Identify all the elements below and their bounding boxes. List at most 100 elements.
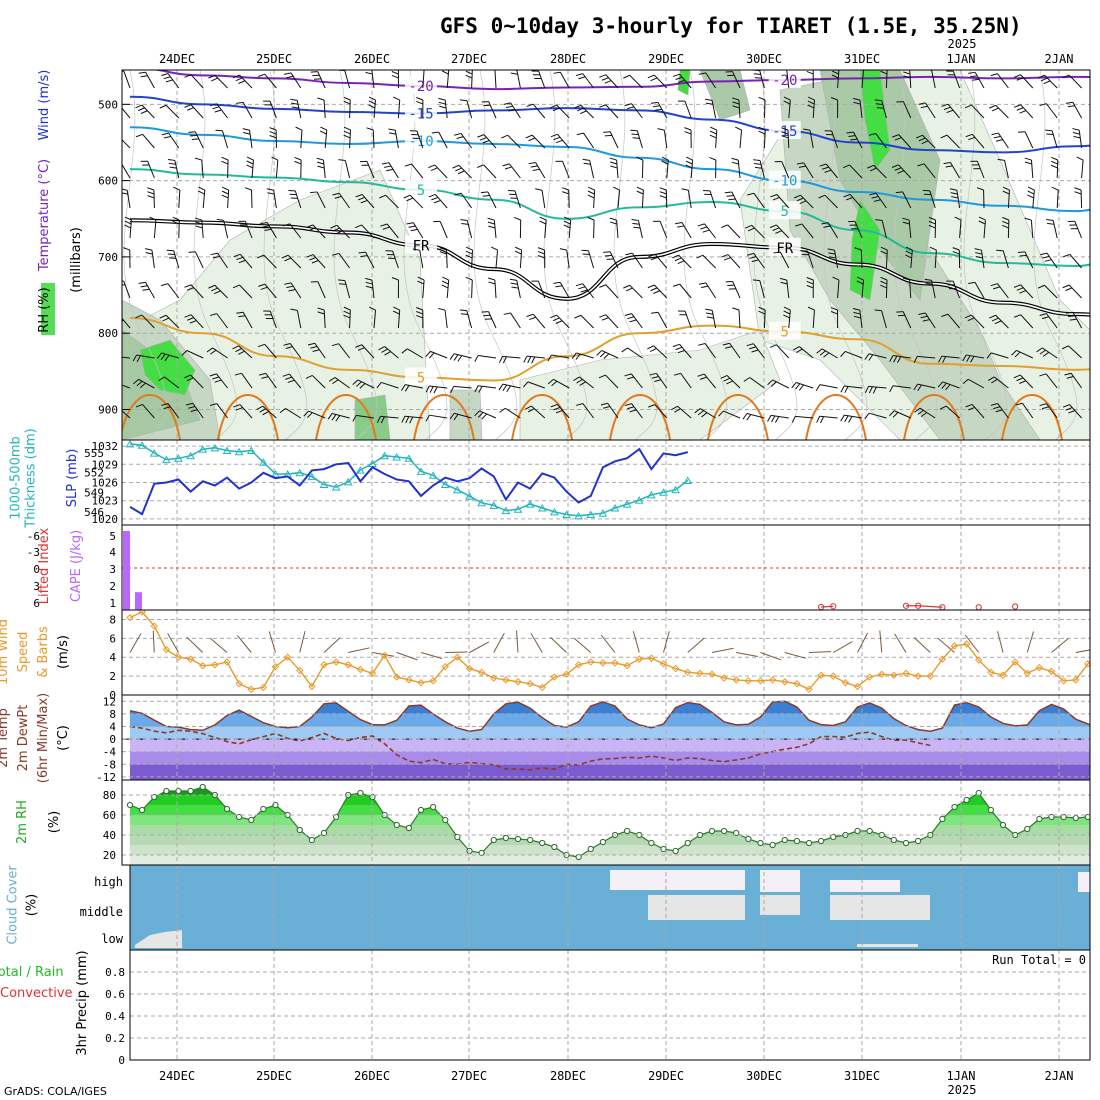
wind-barb-staff: [974, 282, 985, 299]
rh-point: [430, 803, 437, 811]
wind-barb-flag: [672, 283, 680, 287]
wind-barb-staff: [931, 70, 936, 89]
wind-barb-flag: [553, 71, 561, 74]
wind-barb-staff: [323, 160, 326, 179]
wind-barb-staff: [165, 104, 180, 119]
wind-barb-flag: [772, 196, 780, 201]
wind-barb-flag: [368, 96, 376, 101]
wind-barb-flag: [386, 168, 394, 172]
temp-tick-label: 8: [109, 708, 116, 721]
thickness-tick-label: 546: [84, 506, 104, 519]
slp-tick-label: 1026: [92, 477, 119, 490]
wind-barb-flag: [661, 156, 669, 161]
wind-barb-staff: [665, 189, 668, 209]
thickness-point: [513, 505, 523, 513]
wind-barb-staff: [168, 132, 180, 149]
wind-barb-flag: [291, 102, 299, 105]
wind-barb-flag: [659, 187, 667, 191]
wind-barb-flag: [320, 126, 327, 131]
wind-barb-flag: [951, 196, 959, 199]
bottom-day-label: 27DEC: [451, 1069, 487, 1083]
panel-label-group: Temperature (°C): [37, 159, 52, 272]
wind-barb-flag: [974, 248, 982, 251]
wind-barb-flag: [235, 348, 242, 353]
wind-barb-flag: [559, 248, 567, 251]
wind-barb-staff: [909, 280, 912, 299]
rh-shading-area: [699, 70, 751, 121]
wind-barb-flag: [966, 355, 971, 362]
wind-barb-flag: [819, 163, 827, 167]
wind-barb-flag: [576, 132, 584, 136]
wind-barb-flag: [184, 104, 192, 108]
wind-speed-point: [477, 668, 486, 677]
wind-barb-staff: [861, 70, 865, 89]
wind-barb-staff: [997, 283, 1009, 299]
rh-legend-swatch: [41, 283, 55, 335]
rh-point: [478, 849, 485, 857]
wind-barb-staff: [950, 162, 961, 179]
wind-barb-staff: [510, 102, 521, 119]
wind-speed-point: [211, 661, 219, 669]
wind-barb-staff: [929, 190, 936, 209]
wind-barb-flag: [1074, 187, 1082, 191]
wind-barb-flag: [718, 410, 724, 417]
wind-barb-flag: [1076, 156, 1084, 161]
upper-air-plot: -20-20-20-15-15-15-10-10-10555FRFRFR555: [122, 70, 1090, 440]
wind-barb-flag: [843, 193, 851, 198]
wind-barb-flag: [294, 156, 302, 161]
wind-barb-flag: [657, 128, 665, 131]
wind-barb-staff: [931, 280, 936, 299]
wind-barb-flag: [1065, 287, 1073, 292]
wind-barb-flag: [993, 406, 1001, 410]
wind-barb-flag: [625, 287, 633, 292]
wind-barb-staff: [371, 280, 375, 299]
wind-barb-flag: [474, 355, 479, 362]
wind-barb-staff: [798, 346, 814, 359]
wind-barb-flag: [803, 128, 811, 131]
wind-barb-staff: [438, 131, 448, 149]
wind-barb-staff: [502, 383, 521, 389]
wind-barb-flag: [461, 222, 469, 225]
wind-barb-flag: [627, 406, 635, 410]
wind-barb-flag: [282, 373, 290, 377]
wind-barb-flag: [488, 277, 496, 281]
wind-barb-staff: [349, 129, 351, 149]
wind-barb-flag: [941, 103, 949, 107]
panel-label-group: 2m RH (%): [15, 800, 62, 844]
wind-barb-flag: [699, 376, 707, 380]
wind-barb-flag: [238, 315, 246, 318]
thickness-point: [550, 507, 559, 516]
wind-barb-staff: [881, 310, 887, 329]
wind-speed-point: [853, 682, 862, 691]
wind-barb-staff: [679, 73, 692, 89]
wind-barb-staff: [519, 250, 523, 269]
wind-barb-flag: [164, 354, 170, 362]
wind-barb-flag: [279, 408, 286, 414]
wind-barb-flag: [365, 281, 373, 285]
wind-barb-flag: [236, 311, 244, 314]
temp-line: [129, 700, 1090, 732]
wind-barb-flag: [140, 285, 148, 288]
wind-barb-flag: [942, 356, 947, 364]
wind-barb-staff: [323, 100, 326, 119]
wind-barb-staff: [349, 309, 351, 329]
wind-barb-flag: [457, 170, 465, 175]
wind-barb-flag: [596, 350, 603, 356]
wind-barb-flag: [626, 376, 634, 380]
wind-barb-flag: [506, 385, 511, 392]
wind-barb-staff: [684, 310, 692, 329]
wind-barb-flag: [754, 166, 763, 169]
wind-barb-flag: [168, 257, 176, 259]
wind-barb-staff: [875, 192, 887, 209]
wind-barb-staff: [737, 160, 741, 179]
wind-barb-flag: [774, 416, 780, 423]
wind-barb-flag: [821, 166, 829, 170]
wind-barb-flag: [1050, 164, 1058, 169]
wind-barb-flag: [1044, 259, 1052, 262]
panel-label-group: 10m Wind Speed & Barbs (m/s): [0, 619, 71, 685]
wind-barb-staff: [123, 280, 131, 299]
wind-barb-flag: [235, 407, 243, 411]
wind-barb-staff: [770, 414, 789, 419]
wind-barb-staff: [941, 355, 960, 359]
wind-barb-staff: [407, 348, 424, 359]
